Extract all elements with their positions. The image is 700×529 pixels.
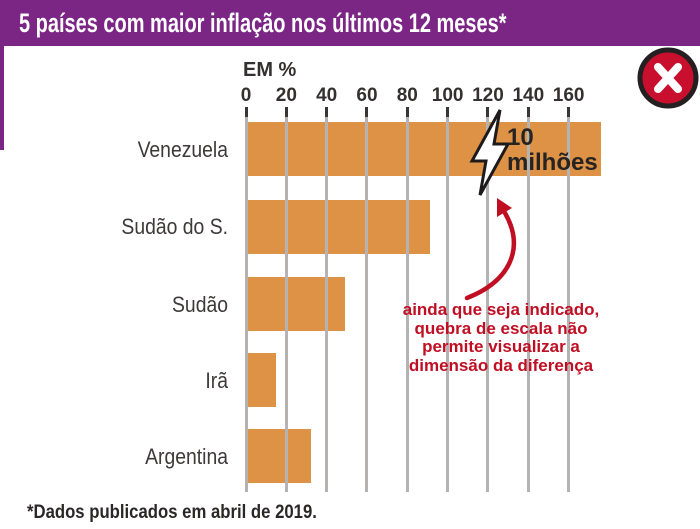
annotation-line: permite visualizar a [422,337,580,356]
page-title-text: 5 países com maior inflação nos últimos … [19,8,507,38]
break-value-label: 10 milhões [507,125,598,175]
gridline [325,115,329,492]
x-tick-label: 80 [396,85,418,106]
title-banner: 5 países com maior inflação nos últimos … [0,0,700,46]
annotation-text: ainda que seja indicado, quebra de escala… [376,300,626,375]
category-label: Sudão do S. [121,213,228,239]
x-tick-label: 140 [512,85,545,106]
x-tick-label: 0 [240,85,252,106]
annotation-line: dimensão da diferença [408,355,594,375]
banner-side-tab [0,46,4,150]
x-tick-label: 120 [472,85,504,106]
category-label: Venezuela [137,136,228,162]
gridline [284,115,288,492]
x-tick-mark [526,107,530,117]
gridline [365,115,369,492]
x-tick-mark [405,107,409,117]
gridline [446,115,450,492]
x-tick-mark [325,107,329,117]
x-tick-label: 160 [552,85,585,106]
category-label: Sudão [172,291,228,317]
gridline [486,115,490,492]
x-tick-mark [284,107,288,117]
break-value-line1: 10 [507,124,534,151]
bar-sud-o-do-s- [246,200,430,254]
page-title: 5 países com maior inflação nos últimos … [0,0,700,46]
x-tick-mark [365,107,369,117]
x-tick-mark [486,107,490,117]
bar-argentina [246,429,311,483]
annotation-line: quebra de escala não [414,318,588,338]
error-x-icon-svg [637,47,699,109]
gridline [405,115,409,492]
gridline [567,115,571,492]
annotation-line: ainda que seja indicado, [402,300,600,319]
bar-venezuela [246,122,601,176]
x-tick-label: 40 [316,85,338,106]
break-value-line2: milhões [507,149,598,176]
x-tick-mark [567,107,571,117]
footnote: *Dados publicados em abril de 2019. [27,502,317,523]
gridline [526,115,530,492]
x-tick-mark [446,107,450,117]
category-label: Irã [205,367,228,393]
category-label: Argentina [145,443,228,469]
x-tick-label: 100 [431,85,464,106]
x-tick-label: 20 [275,85,297,106]
bar-sud-o [246,277,345,331]
error-x-icon [637,47,699,109]
bar-ir- [246,353,277,407]
x-tick-mark [244,107,248,117]
axis-unit-label: EM % [243,59,297,81]
gridline [244,115,248,492]
x-tick-label: 60 [356,85,378,106]
